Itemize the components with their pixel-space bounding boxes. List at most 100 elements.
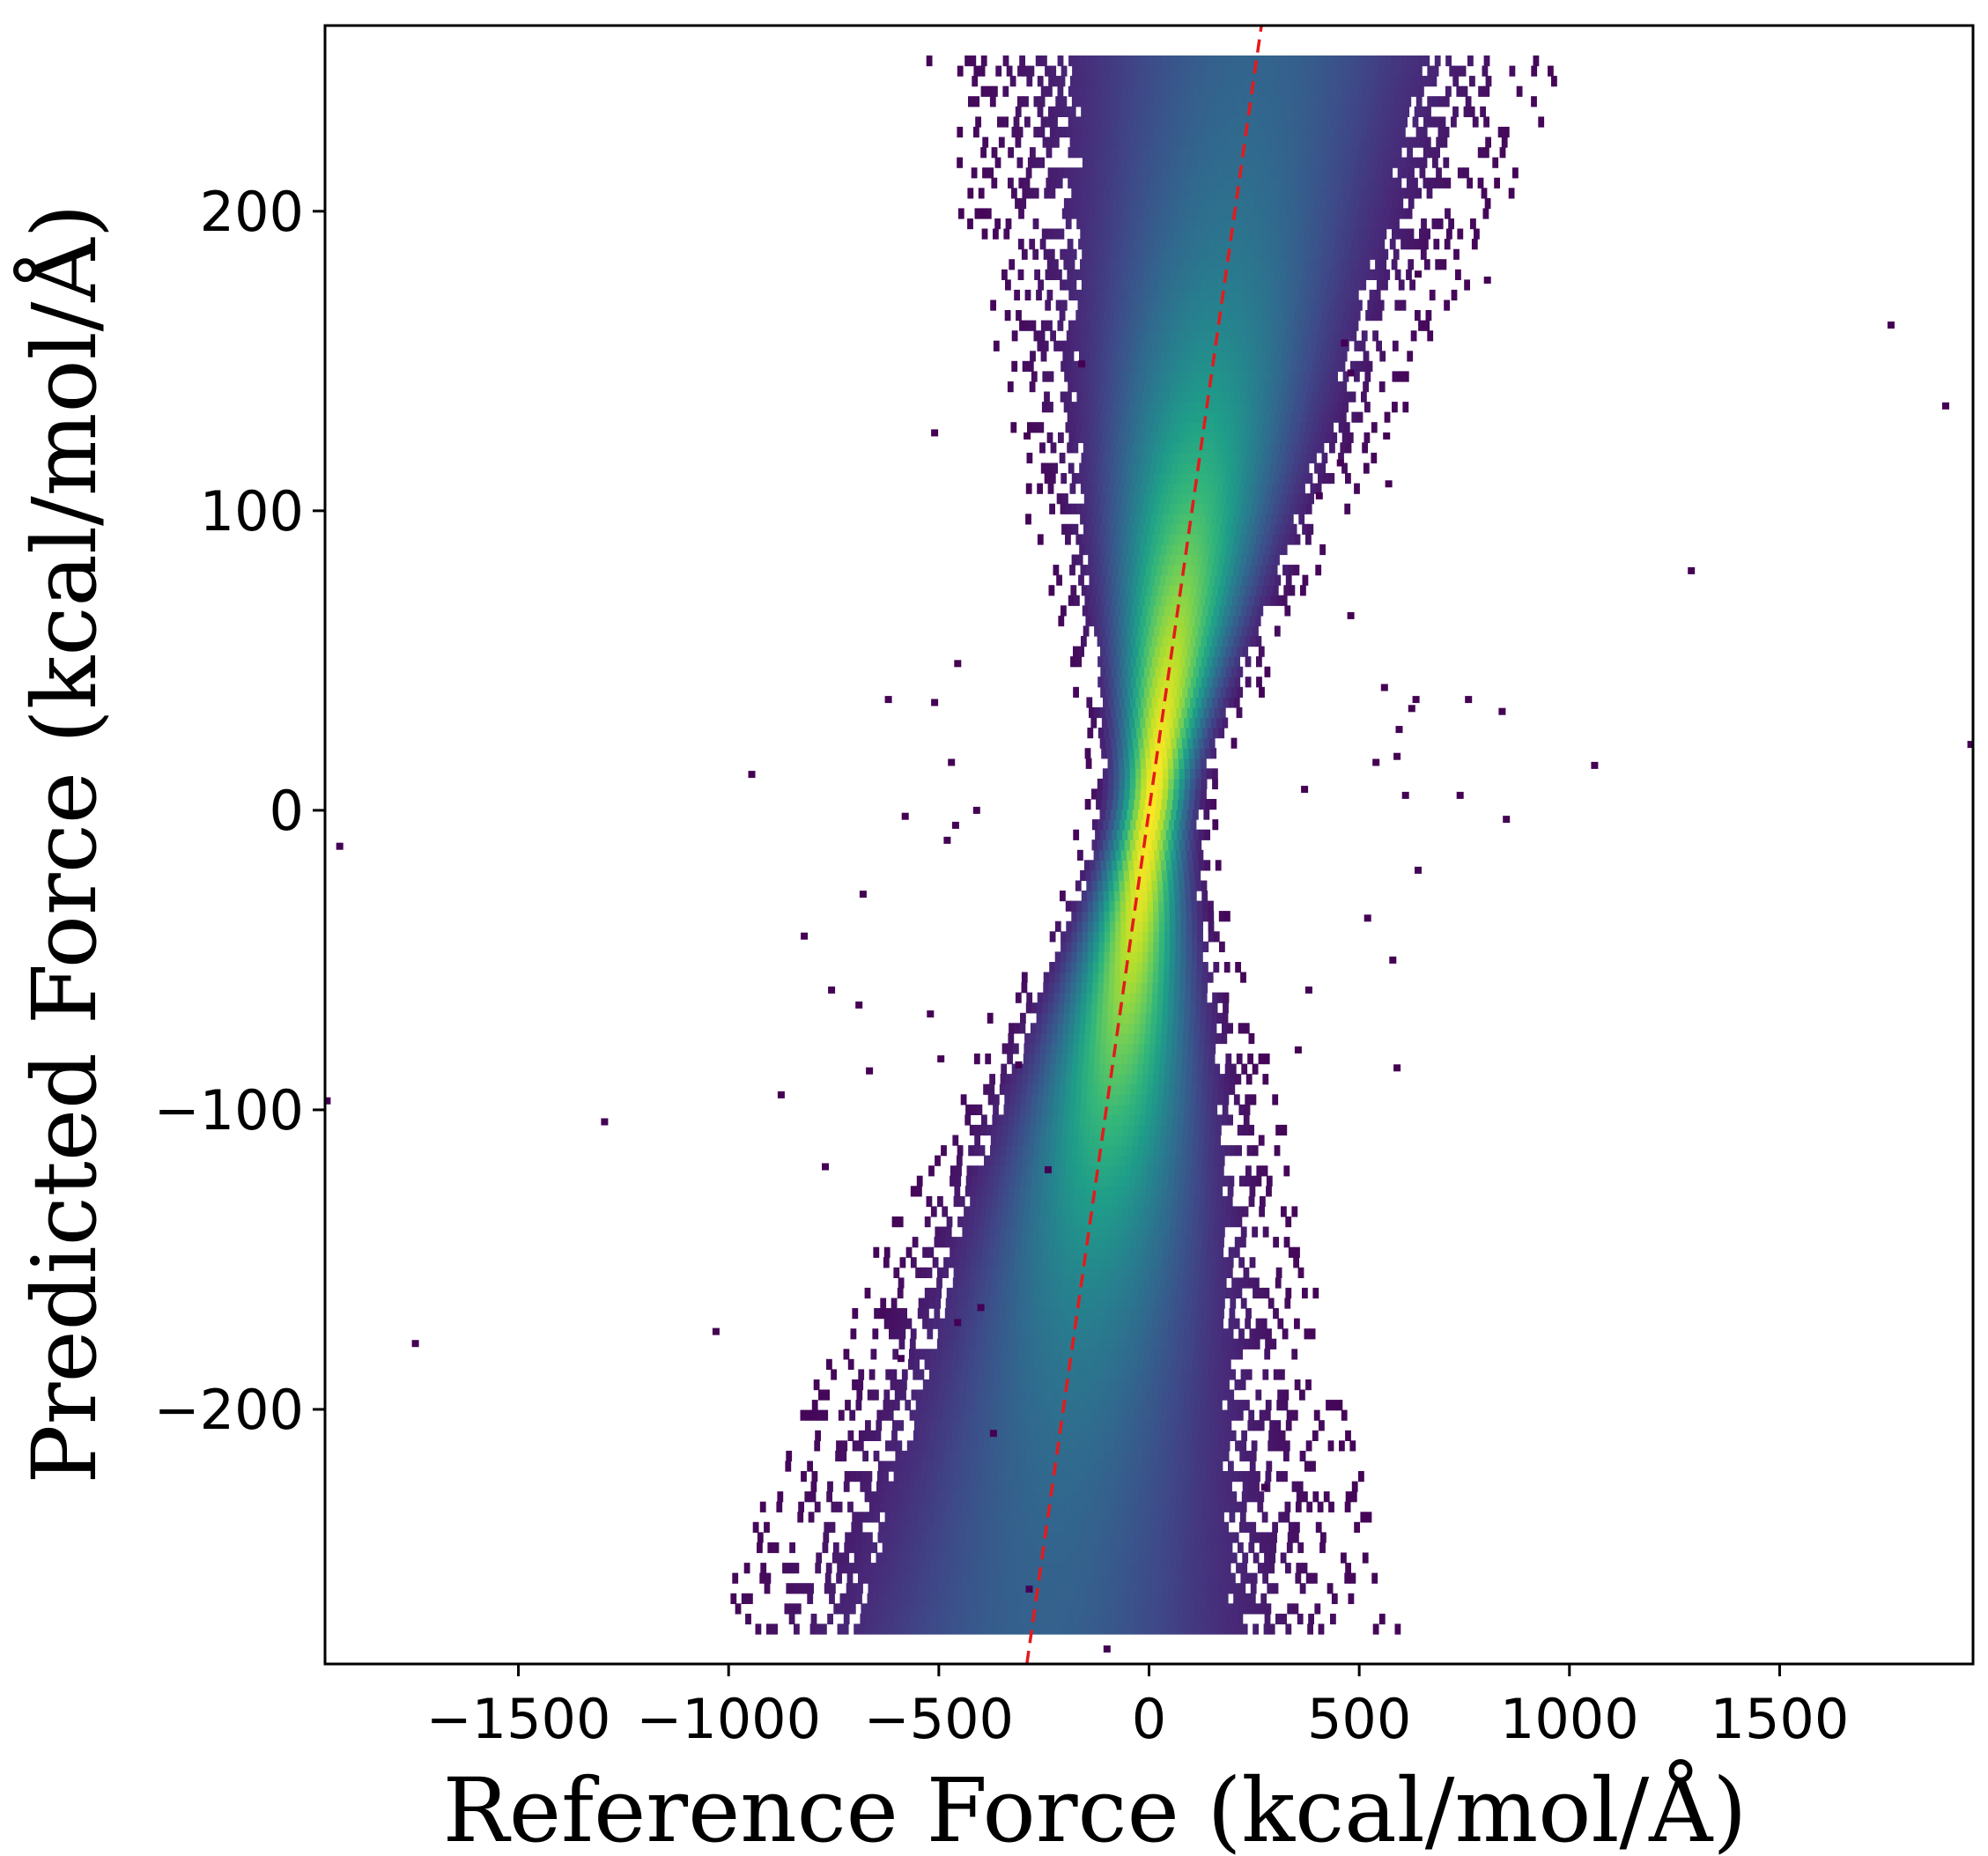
density-bin (969, 1613, 976, 1625)
density-bin (1187, 1420, 1194, 1431)
density-bin (1097, 1389, 1104, 1401)
density-bin (1208, 1440, 1214, 1452)
density-bin (1094, 1623, 1100, 1635)
density-bin (1144, 1338, 1151, 1349)
density-bin (890, 1379, 897, 1391)
density-bin (1109, 1074, 1116, 1085)
density-bin (1189, 1002, 1196, 1014)
density-bin (1056, 1552, 1063, 1564)
density-bin (1164, 1226, 1171, 1238)
density-bin (1233, 1246, 1240, 1258)
density-bin (1230, 1145, 1237, 1157)
density-bin (1160, 1349, 1167, 1360)
density-bin (1059, 1379, 1066, 1391)
density-bin (1190, 1521, 1196, 1533)
density-bin (1259, 1542, 1266, 1554)
density-bin (1152, 1237, 1159, 1248)
density-bin (1138, 1420, 1145, 1431)
density-bin (1163, 768, 1169, 780)
density-bin (1104, 962, 1111, 973)
density-bin (1097, 1246, 1104, 1258)
density-bin (850, 1593, 857, 1604)
density-bin (1053, 1521, 1060, 1533)
density-bin (930, 1623, 936, 1635)
density-bin (1207, 972, 1214, 983)
density-bin (830, 1583, 836, 1594)
density-bin (1057, 1032, 1064, 1045)
density-bin (1050, 1358, 1057, 1370)
density-bin (1075, 1583, 1083, 1594)
density-bin (1120, 891, 1127, 902)
density-bin (869, 1430, 876, 1441)
density-bin (1152, 677, 1159, 688)
density-bin (1180, 962, 1186, 973)
density-bin (990, 1623, 997, 1635)
density-bin (1176, 646, 1183, 657)
density-bin (1061, 1216, 1068, 1228)
density-bin (1203, 1287, 1210, 1299)
density-bin (1195, 636, 1202, 647)
density-bin (914, 1409, 921, 1421)
density-bin (1134, 1002, 1142, 1014)
density-bin (1177, 1338, 1184, 1349)
density-bin (1106, 1409, 1112, 1421)
density-bin (1189, 1400, 1195, 1411)
density-bin (1175, 1063, 1182, 1075)
density-bin (1082, 1155, 1089, 1166)
density-bin (1109, 1226, 1116, 1238)
density-bin (1171, 1338, 1179, 1349)
density-bin (985, 1054, 992, 1065)
density-bin (1222, 1532, 1229, 1543)
density-bin (857, 1379, 864, 1391)
density-bin (1066, 1430, 1073, 1441)
density-bin (1194, 1603, 1201, 1615)
density-bin (1044, 1369, 1050, 1380)
density-bin (1164, 1063, 1171, 1075)
density-bin (1068, 1012, 1075, 1024)
density-bin (1062, 1267, 1069, 1278)
density-bin (1051, 1481, 1058, 1492)
density-bin (1136, 1440, 1143, 1452)
density-bin (1130, 891, 1137, 902)
density-bin (924, 1430, 931, 1441)
density-bin (1068, 1328, 1075, 1340)
density-bin (880, 1563, 887, 1574)
density-bin (1287, 1603, 1294, 1615)
density-bin (1124, 992, 1131, 1003)
density-bin (883, 1593, 890, 1604)
density-bin (1082, 921, 1089, 932)
density-bin (1208, 1287, 1216, 1299)
density-bin (1052, 1267, 1059, 1278)
density-bin (1124, 636, 1131, 647)
density-bin (1149, 1623, 1156, 1635)
density-bin (960, 1521, 967, 1533)
density-bin (927, 1593, 934, 1604)
density-bin (1178, 1186, 1185, 1197)
density-bin (1182, 829, 1189, 840)
density-bin (1046, 1186, 1053, 1197)
density-bin (1008, 1032, 1015, 1045)
density-bin (1049, 1572, 1055, 1584)
density-bin (1040, 1481, 1046, 1492)
density-bin (1164, 1491, 1171, 1503)
density-bin (1158, 1155, 1165, 1166)
density-bin (1184, 636, 1191, 647)
density-bin (920, 1613, 927, 1625)
density-bin (1149, 1032, 1157, 1045)
density-bin (901, 1369, 908, 1380)
density-bin (1192, 1298, 1198, 1309)
density-bin (1006, 1563, 1013, 1574)
density-bin (1025, 1460, 1032, 1472)
density-bin (916, 1521, 923, 1533)
density-bin (1008, 1409, 1015, 1421)
density-bin (1253, 595, 1260, 606)
density-bin (1047, 1389, 1054, 1401)
density-bin (1177, 829, 1183, 840)
density-bin (1208, 1226, 1215, 1238)
density-bin (1201, 1521, 1208, 1533)
density-bin (1142, 728, 1149, 739)
density-bin (1128, 799, 1135, 810)
density-bin (1199, 748, 1206, 759)
density-bin (984, 1430, 991, 1441)
density-bin (971, 1389, 978, 1401)
